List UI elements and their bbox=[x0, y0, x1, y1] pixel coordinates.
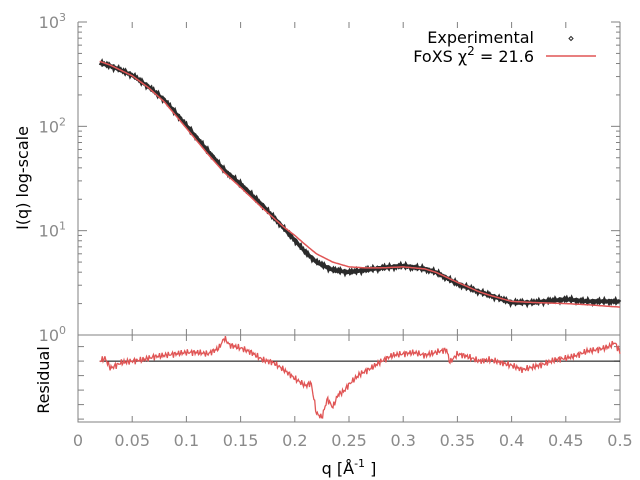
residual-plot-frame bbox=[77, 335, 621, 423]
y-tick-base: 10 bbox=[39, 117, 59, 136]
x-axis-title-main: q [Å bbox=[322, 459, 354, 478]
series-layer bbox=[98, 58, 622, 419]
y-tick-base: 10 bbox=[39, 326, 59, 345]
y-tick-exp: 2 bbox=[59, 115, 66, 128]
x-tick-label: 0.1 bbox=[174, 431, 199, 450]
y-tick-label: 100 bbox=[39, 324, 66, 345]
x-tick-label: 0.15 bbox=[223, 431, 259, 450]
main-plot-frame bbox=[77, 22, 621, 336]
x-axis-title-end: ] bbox=[365, 459, 376, 478]
x-tick-label: 0 bbox=[73, 431, 83, 450]
legend: Experimental FoXS χ2 = 21.6 bbox=[413, 28, 596, 66]
legend-fit-sup: 2 bbox=[467, 44, 475, 58]
residual-axis-title: Residual bbox=[34, 346, 53, 414]
x-tick-label: 0.45 bbox=[548, 431, 584, 450]
legend-fit-label: FoXS χ2 = 21.6 bbox=[413, 44, 534, 66]
y-tick-base: 10 bbox=[39, 222, 59, 241]
y-tick-exp: 3 bbox=[59, 11, 66, 24]
y-tick-exp: 1 bbox=[59, 220, 66, 233]
x-tick-label: 0.4 bbox=[499, 431, 524, 450]
legend-experimental-label: Experimental bbox=[427, 28, 534, 47]
axes: 0 0.05 0.1 0.15 0.2 0.25 0.3 0.35 0.4 0.45 0.51031… bbox=[39, 11, 633, 450]
x-tick-label: 0.05 bbox=[114, 431, 150, 450]
y-tick-label: 101 bbox=[39, 220, 66, 241]
residual-series bbox=[99, 335, 621, 419]
y-axis-title: I(q) log-scale bbox=[13, 126, 32, 230]
x-tick-label: 0.5 bbox=[607, 431, 632, 450]
x-tick-label: 0.2 bbox=[282, 431, 307, 450]
y-tick-base: 10 bbox=[39, 13, 59, 32]
x-axis-title: q [Å-1 ] bbox=[322, 457, 377, 478]
x-tick-label: 0.35 bbox=[440, 431, 476, 450]
legend-fit-prefix: FoXS χ bbox=[413, 47, 467, 66]
x-axis-title-sup: -1 bbox=[354, 457, 365, 470]
x-tick-label: 0.3 bbox=[390, 431, 415, 450]
legend-experimental-marker bbox=[568, 35, 574, 42]
fit-series bbox=[99, 60, 621, 308]
y-tick-label: 103 bbox=[39, 11, 66, 32]
x-tick-label: 0.25 bbox=[331, 431, 367, 450]
y-tick-exp: 0 bbox=[59, 324, 66, 337]
y-tick-label: 102 bbox=[39, 115, 66, 136]
legend-fit-suffix: = 21.6 bbox=[475, 47, 534, 66]
